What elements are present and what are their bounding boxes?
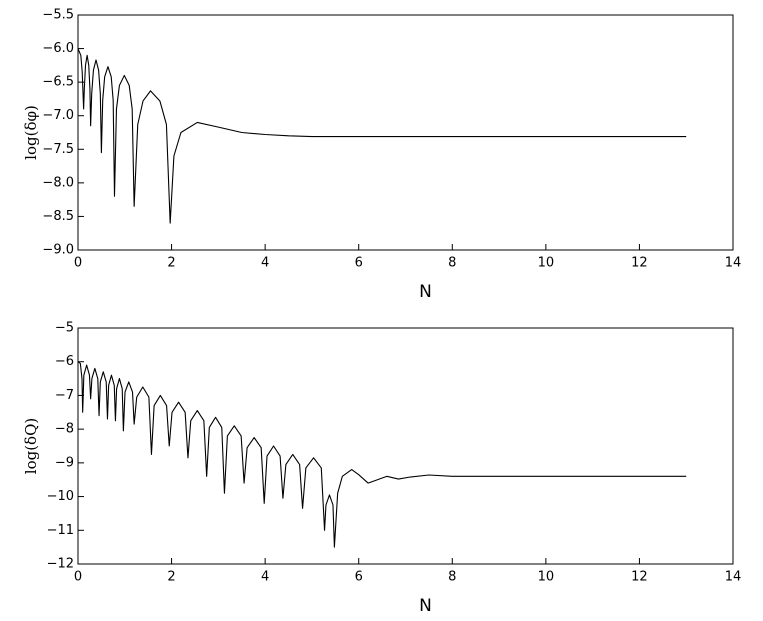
x-tick-label: 8 bbox=[448, 570, 456, 585]
y-tick-label: −6 bbox=[55, 354, 74, 369]
x-tick-label: 6 bbox=[355, 570, 363, 585]
y-tick-label: −7.0 bbox=[42, 108, 74, 123]
x-tick-label: 0 bbox=[74, 256, 82, 271]
y-tick-label: −9 bbox=[55, 455, 74, 470]
x-tick-label: 14 bbox=[725, 570, 742, 585]
x-tick-label: 4 bbox=[261, 256, 269, 271]
y-tick-label: −10 bbox=[47, 489, 74, 504]
x-tick-label: 4 bbox=[261, 570, 269, 585]
x-tick-label: 2 bbox=[167, 256, 175, 271]
y-tick-label: −9.0 bbox=[42, 243, 74, 258]
x-tick-label: 6 bbox=[355, 256, 363, 271]
y-tick-label: −7.5 bbox=[42, 142, 74, 157]
x-tick-label: 10 bbox=[538, 256, 555, 271]
x-tick-label: 0 bbox=[74, 570, 82, 585]
plot-frame bbox=[77, 327, 734, 565]
y-tick-label: −12 bbox=[47, 557, 74, 572]
y-tick-label: −8.5 bbox=[42, 209, 74, 224]
data-line bbox=[77, 361, 687, 548]
y-tick-label: −11 bbox=[47, 523, 74, 538]
x-tick-label: 2 bbox=[167, 570, 175, 585]
x-tick-label: 12 bbox=[631, 570, 648, 585]
y-tick-label: −7 bbox=[55, 388, 74, 403]
plot-frame bbox=[77, 14, 734, 251]
x-tick-label: 8 bbox=[448, 256, 456, 271]
y-tick-label: −6.5 bbox=[42, 75, 74, 90]
y-tick-label: −5 bbox=[55, 321, 74, 336]
y-tick-label: −8.0 bbox=[42, 175, 74, 190]
x-tick-label: 14 bbox=[725, 256, 742, 271]
y-tick-label: −5.5 bbox=[42, 8, 74, 23]
x-tick-label: 12 bbox=[631, 256, 648, 271]
y-tick-label: −6.0 bbox=[42, 41, 74, 56]
data-line bbox=[77, 48, 687, 224]
y-axis-label: log(δφ) bbox=[22, 105, 40, 160]
y-axis-label: log(δQ) bbox=[22, 418, 40, 474]
y-tick-label: −8 bbox=[55, 422, 74, 437]
x-tick-label: 10 bbox=[538, 570, 555, 585]
x-axis-label: N bbox=[419, 596, 432, 616]
x-axis-label: N bbox=[419, 282, 432, 302]
